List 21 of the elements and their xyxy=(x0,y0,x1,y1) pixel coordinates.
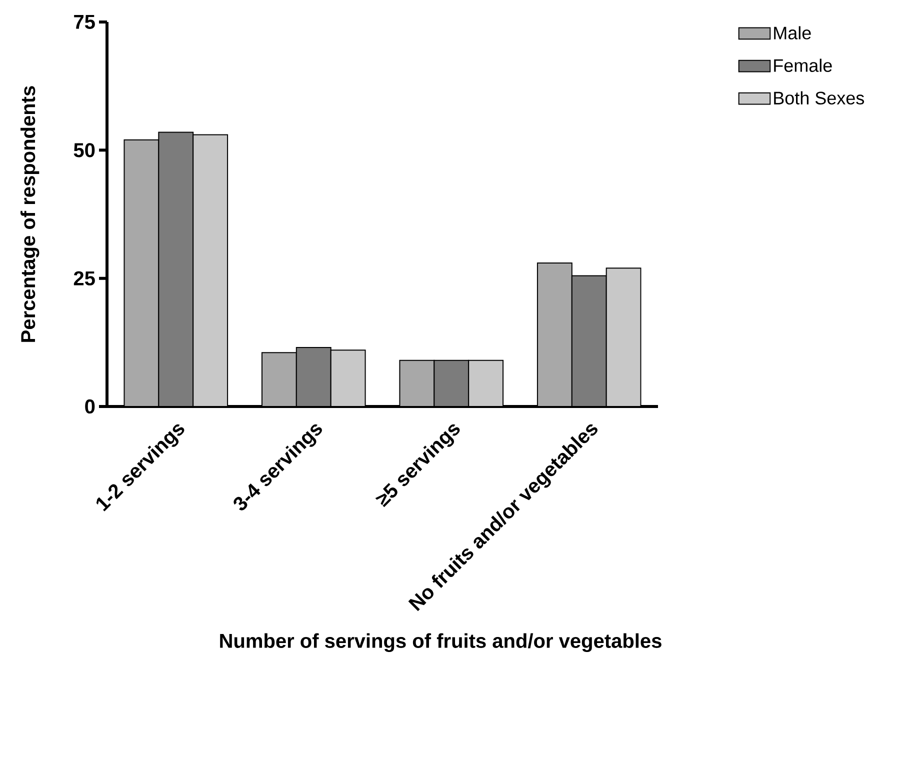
y-axis-title: Percentage of respondents xyxy=(20,86,40,342)
bar xyxy=(296,347,332,406)
bar xyxy=(468,360,504,406)
bar xyxy=(261,352,297,406)
x-axis-title: Number of servings of fruits and/or vegetables xyxy=(220,633,662,652)
legend-label: Female xyxy=(774,58,832,72)
y-tick-label: 25 xyxy=(74,271,95,286)
bar xyxy=(330,350,366,406)
bar xyxy=(192,134,228,406)
bar xyxy=(124,139,160,406)
legend-label: Male xyxy=(774,26,811,40)
y-tick-label: 75 xyxy=(74,15,95,29)
bar xyxy=(434,360,470,406)
bar xyxy=(536,262,572,406)
bar xyxy=(606,268,642,406)
bar xyxy=(571,275,607,406)
legend-label: Both Sexes xyxy=(774,91,864,104)
y-tick-label: 0 xyxy=(85,399,95,414)
y-tick-label: 50 xyxy=(74,143,95,158)
bar xyxy=(399,360,435,406)
bar xyxy=(158,132,194,406)
